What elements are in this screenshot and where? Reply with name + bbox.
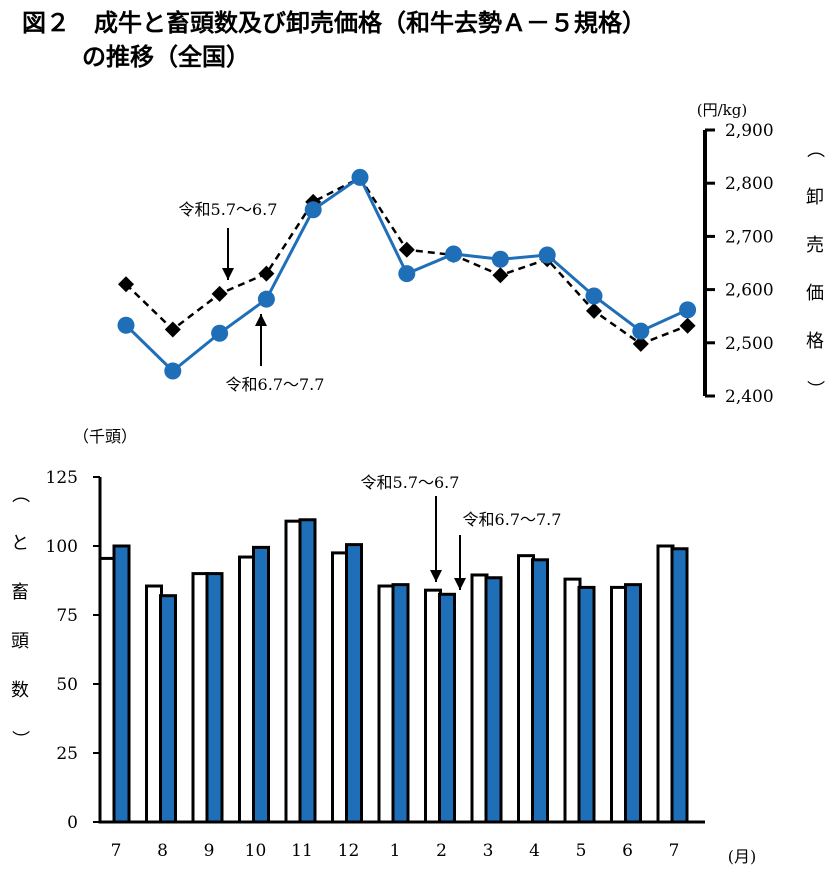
chart-title: 図２ 成牛と畜頭数及び卸売価格（和牛去勢Ａ－５規格） の推移（全国）	[22, 6, 646, 74]
price-point-circle	[351, 168, 369, 186]
chart-title-line-2: の推移（全国）	[82, 43, 250, 71]
price-point-circle	[117, 316, 135, 334]
price-axis-title-char: 格	[806, 331, 824, 352]
price-annotation-label: 令和6.7～7.7	[226, 375, 325, 394]
price-tick-label: 2,400	[725, 387, 774, 407]
price-point-diamond	[586, 302, 602, 319]
price-point-circle	[445, 245, 463, 263]
price-annotations: 令和5.7～6.7 令和6.7～7.7	[179, 200, 325, 394]
price-point-circle	[164, 362, 182, 380]
price-point-diamond	[118, 276, 134, 293]
price-point-circle	[257, 290, 275, 308]
price-point-diamond	[211, 285, 228, 302]
price-annotation-label: 令和5.7～6.7	[179, 200, 278, 219]
price-point-diamond	[164, 321, 181, 338]
price-axis-title: （ 卸売価格 ）	[804, 140, 825, 398]
price-tick-label: 2,900	[725, 121, 774, 141]
price-axis-title-char: 価	[806, 283, 824, 304]
price-point-diamond	[492, 267, 509, 284]
price-axis-title-char: ）	[804, 380, 825, 398]
price-annotation-arrow-head	[255, 314, 267, 326]
price-tick-label: 2,600	[725, 281, 774, 301]
price-point-circle	[491, 250, 509, 268]
price-point-circle	[679, 301, 697, 319]
price-point-diamond	[632, 335, 649, 352]
price-axis-title-char: 売	[806, 235, 824, 256]
price-point-circle	[398, 265, 416, 283]
price-tick-label: 2,700	[725, 227, 774, 247]
price-axis-title-char: 卸	[806, 187, 824, 208]
price-point-circle	[211, 324, 229, 342]
price-point-circle	[632, 322, 650, 340]
price-point-circle	[585, 287, 603, 305]
price-point-diamond	[679, 317, 696, 334]
price-point-diamond	[398, 241, 415, 258]
price-annotation-arrow-head	[222, 268, 234, 280]
price-axis-title-char: （	[804, 140, 825, 158]
price-point-circle	[304, 201, 322, 219]
price-axis: 2,400 2,500 2,600 2,700 2,800 2,900	[703, 121, 774, 407]
price-point-circle	[538, 246, 556, 264]
price-tick-label: 2,500	[725, 334, 774, 354]
chart-title-line-1: 図２ 成牛と畜頭数及び卸売価格（和牛去勢Ａ－５規格）	[22, 9, 646, 37]
price-tick-label: 2,800	[725, 174, 774, 194]
price-point-diamond	[258, 265, 275, 282]
price-unit-label: (円/kg)	[697, 101, 747, 119]
price-series	[117, 168, 697, 380]
